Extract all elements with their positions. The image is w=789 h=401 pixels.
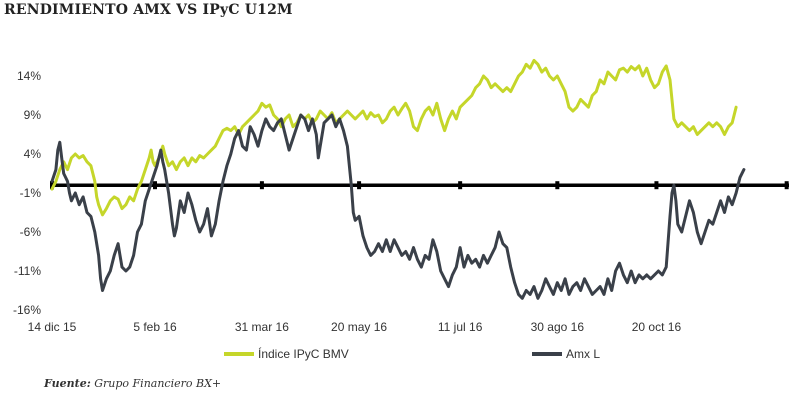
zero-line-tick	[357, 181, 362, 190]
y-tick-label: 9%	[24, 108, 42, 122]
zero-line-tick	[153, 181, 158, 190]
x-tick-label: 11 jul 16	[438, 320, 483, 334]
x-axis: 14 dic 15 5 feb 16 31 mar 16 20 may 16 11 ju…	[28, 320, 682, 334]
y-tick-label: -6%	[20, 225, 42, 239]
legend-label-ipyc: Índice IPyC BMV	[258, 346, 349, 361]
y-tick-label: -11%	[14, 264, 41, 278]
zero-line-tick	[259, 181, 264, 190]
source-note: Fuente: Grupo Financiero BX+	[44, 377, 221, 390]
source-text: Grupo Financiero BX+	[94, 377, 222, 390]
legend: Índice IPyC BMV Amx L	[224, 346, 600, 361]
zero-line-markers	[50, 181, 789, 190]
y-tick-label: 14%	[17, 69, 41, 83]
x-tick-label: 20 may 16	[331, 320, 387, 334]
zero-line-tick	[784, 181, 789, 190]
zero-line-tick	[458, 181, 463, 190]
y-tick-label: -1%	[20, 186, 42, 200]
x-tick-label: 31 mar 16	[235, 320, 289, 334]
x-tick-label: 5 feb 16	[133, 320, 177, 334]
zero-line-tick	[654, 181, 659, 190]
source-label: Fuente:	[44, 377, 91, 390]
y-tick-label: 4%	[24, 147, 42, 161]
y-tick-label: -16%	[13, 303, 41, 317]
chart-title: RENDIMIENTO AMX VS IPyC U12M	[4, 2, 293, 18]
zero-line-tick	[555, 181, 560, 190]
zero-line-tick	[50, 181, 54, 190]
legend-label-amx: Amx L	[566, 347, 600, 361]
x-tick-label: 30 ago 16	[531, 320, 585, 334]
series-line-amx	[50, 113, 746, 300]
x-tick-label: 20 oct 16	[632, 320, 682, 334]
y-axis: 14% 9% 4% -1% -6% -11% -16%	[13, 69, 41, 317]
series-line-ipyc	[50, 58, 738, 217]
x-tick-label: 14 dic 15	[28, 320, 77, 334]
